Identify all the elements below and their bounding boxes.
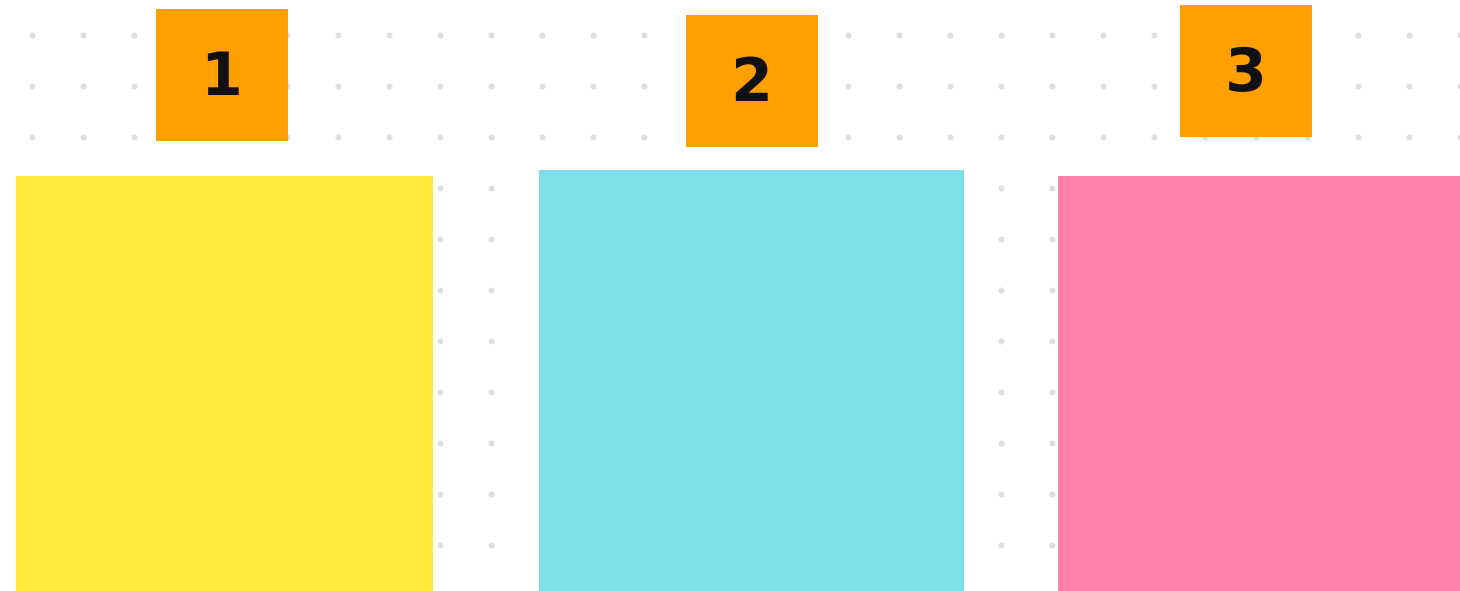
badge[interactable]: 3 <box>1180 5 1312 137</box>
badge-box <box>156 9 288 141</box>
badge-label: 1 <box>201 40 243 110</box>
badge-box <box>686 15 818 147</box>
sticky-note[interactable] <box>539 170 964 591</box>
badge-label: 2 <box>731 46 773 116</box>
badge-box <box>1180 5 1312 137</box>
sticky-note[interactable] <box>16 176 433 591</box>
badge[interactable]: 2 <box>686 15 818 147</box>
sticky-note[interactable] <box>1058 176 1460 591</box>
badge-label: 3 <box>1225 36 1267 106</box>
badge[interactable]: 1 <box>156 9 288 141</box>
